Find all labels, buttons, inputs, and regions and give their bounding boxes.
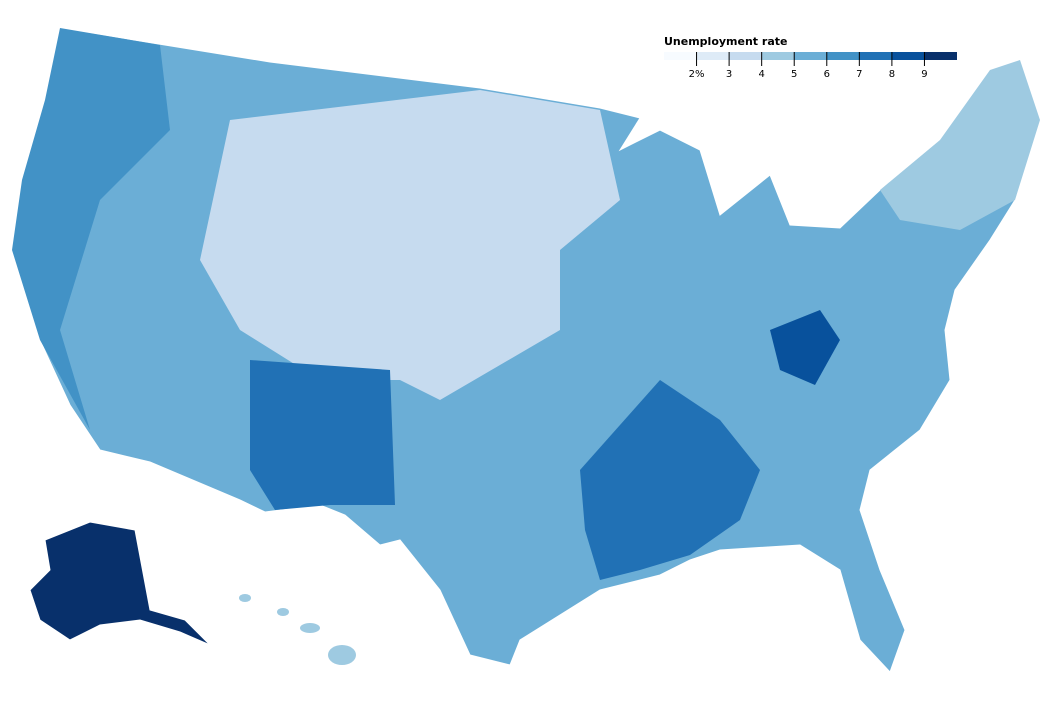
hawaii [328, 645, 356, 665]
legend-tick-label: 9 [921, 69, 927, 80]
legend-swatch [794, 52, 827, 60]
legend-tick-label: 6 [824, 69, 830, 80]
northeast-region [880, 60, 1040, 230]
legend-tick-label: 5 [791, 69, 797, 80]
map [11, 27, 1041, 673]
legend-swatch [924, 52, 957, 60]
west-coast-region [12, 28, 170, 430]
legend-tick-label: 3 [726, 69, 732, 80]
appalachia-region [770, 310, 840, 385]
legend-swatch [664, 52, 697, 60]
legend-tick-label: 4 [758, 69, 764, 80]
legend-swatch [826, 52, 860, 60]
legend-swatch [891, 52, 925, 60]
legend-tick-label: 8 [889, 69, 895, 80]
legend-title: Unemployment rate [664, 35, 787, 48]
hawaii [300, 623, 320, 633]
alaska [29, 521, 211, 646]
legend-swatch [859, 52, 892, 60]
southeast-region [580, 380, 760, 580]
legend-swatch [729, 52, 762, 60]
hawaii [277, 608, 289, 616]
hawaii [239, 594, 251, 602]
legend-swatch [696, 52, 730, 60]
plains-region [200, 90, 620, 400]
legend-tick-label: 7 [856, 69, 862, 80]
legend-tick-label: 2% [689, 69, 705, 80]
southwest-region [250, 360, 395, 510]
legend: Unemployment rate 2% 3 4 5 6 7 8 9 [664, 35, 957, 80]
legend-swatch [761, 52, 795, 60]
